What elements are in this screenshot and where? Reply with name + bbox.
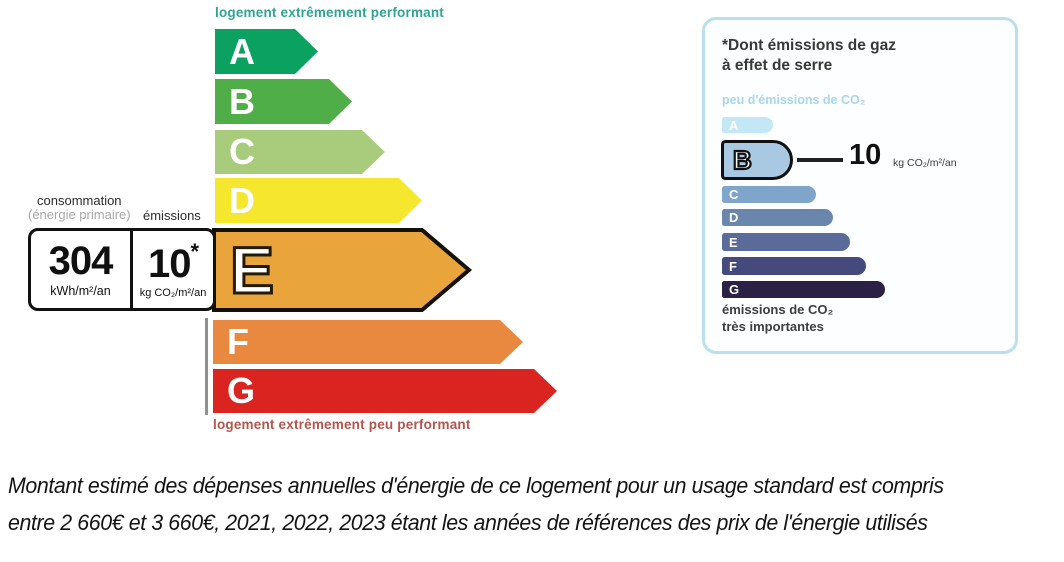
consumption-column-label: consommation <box>37 193 122 208</box>
ges-bar-d: D <box>722 209 833 226</box>
ges-bar-b-selected: B <box>721 140 793 180</box>
ges-bar-c: C <box>722 186 816 203</box>
energy-bar-c-letter: C <box>229 131 255 172</box>
ges-panel-title: *Dont émissions de gaz à effet de serre <box>722 36 896 76</box>
ges-bar-g-letter: G <box>729 282 740 297</box>
fg-axis-line <box>205 318 208 415</box>
energy-bar-f-letter: F <box>227 321 249 362</box>
dpe-bottom-label: logement extrêmement peu performant <box>213 417 471 432</box>
ges-bar-d-letter: D <box>729 210 739 225</box>
ges-bar-b-letter: B <box>732 145 753 175</box>
energy-bar-a: A <box>215 29 318 74</box>
ges-value-unit: kg CO₂/m²/an <box>893 157 957 169</box>
emissions-value-group: 10* kg CO₂/m²/an <box>133 231 213 308</box>
ges-bar-a-letter: A <box>729 117 739 133</box>
dpe-value-box: 304 kWh/m²/an 10* kg CO₂/m²/an <box>28 228 216 311</box>
ges-bar-c-letter: C <box>729 187 739 202</box>
energy-bar-g: G <box>213 369 557 413</box>
consumption-value-group: 304 kWh/m²/an <box>31 231 130 308</box>
consumption-value: 304 <box>48 239 114 283</box>
emissions-value: 10* <box>147 238 199 286</box>
consumption-unit: kWh/m²/an <box>50 284 111 298</box>
cost-estimate-caption-line1: Montant estimé des dépenses annuelles d'… <box>8 473 944 498</box>
energy-bar-b: B <box>215 79 352 124</box>
emissions-asterisk: * <box>190 238 199 264</box>
ges-high-label-line1: émissions de CO₂ <box>722 302 834 317</box>
ges-high-label-line2: très importantes <box>722 319 824 334</box>
ges-bar-e: E <box>722 233 850 251</box>
ges-title-line1: *Dont émissions de gaz <box>722 37 896 54</box>
ges-low-emissions-label: peu d'émissions de CO₂ <box>722 93 866 107</box>
energy-bar-d: D <box>215 178 422 223</box>
energy-bar-c: C <box>215 130 385 174</box>
ges-high-emissions-label: émissions de CO₂ très importantes <box>722 301 833 335</box>
energy-bar-a-letter: A <box>229 30 255 72</box>
emissions-unit: kg CO₂/m²/an <box>139 286 207 299</box>
ges-bar-a: A <box>722 117 773 133</box>
ges-title-line2: à effet de serre <box>722 57 833 74</box>
energy-bar-d-letter: D <box>229 179 255 221</box>
ges-bar-f-letter: F <box>729 258 737 274</box>
emissions-column-label: émissions <box>143 208 201 223</box>
ges-bar-g: G <box>722 281 885 298</box>
dpe-top-label: logement extrêmement performant <box>215 5 445 20</box>
ges-value: 10 <box>849 139 882 171</box>
ges-value-connector-line <box>797 158 843 162</box>
energy-bar-g-letter: G <box>227 370 256 411</box>
energy-bar-f: F <box>213 320 523 364</box>
value-box-divider <box>130 231 133 308</box>
energy-bar-b-letter: B <box>229 80 255 122</box>
primary-energy-sub-label: (énergie primaire) <box>28 207 131 222</box>
ges-bar-f: F <box>722 257 866 275</box>
energy-bar-e-letter: E <box>228 233 275 307</box>
cost-estimate-caption-line2: entre 2 660€ et 3 660€, 2021, 2022, 2023… <box>8 510 928 535</box>
ges-bar-e-letter: E <box>729 234 738 250</box>
